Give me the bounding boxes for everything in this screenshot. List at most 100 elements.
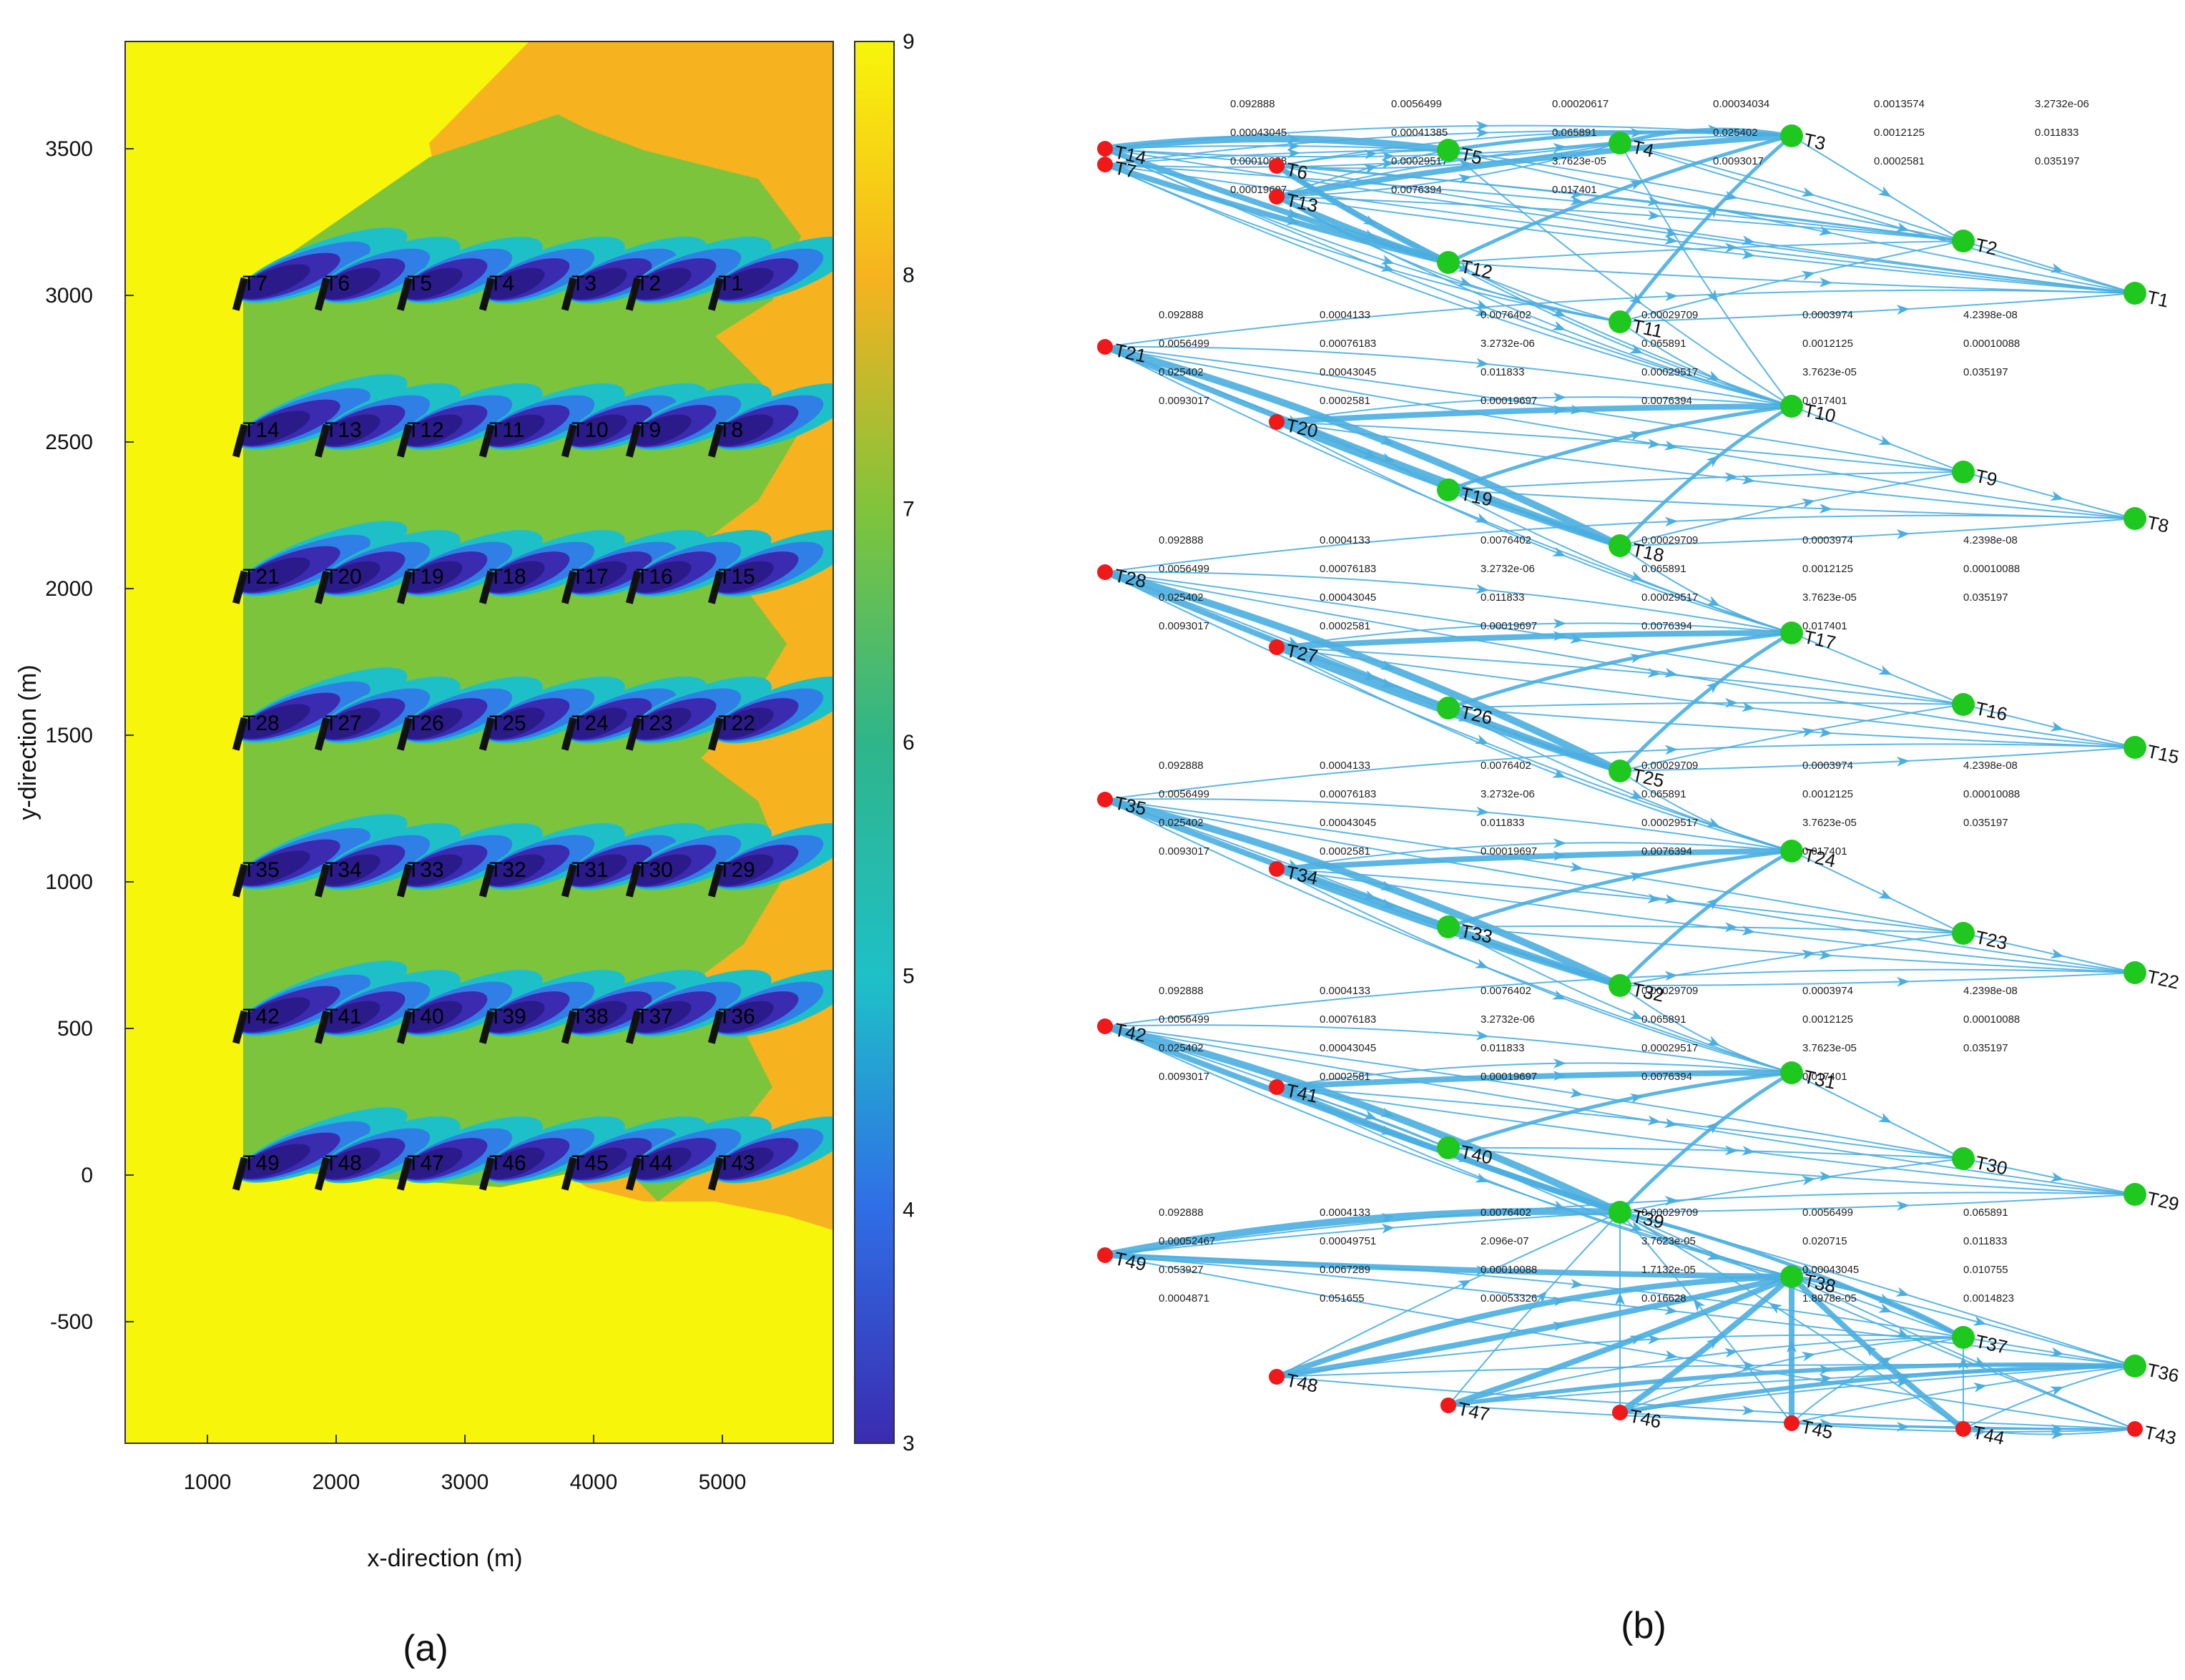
y-tick-label: 2500 — [45, 431, 93, 454]
edge-weight-label: 0.00076183 — [1320, 338, 1376, 350]
graph-node-t33: T33 — [1437, 915, 1494, 948]
edge-t26-t17 — [1448, 631, 1792, 710]
turbine-label: T40 — [407, 1005, 444, 1028]
edge-weight-label: 0.0056499 — [1159, 563, 1209, 575]
colorbar-tick-label: 5 — [903, 965, 915, 988]
wake-contour-3 — [403, 414, 463, 446]
node-marker — [1097, 792, 1113, 807]
edge-weight-label: 0.00029517 — [1391, 155, 1448, 167]
edge-arrowhead — [1742, 235, 1755, 245]
edge-t7-t10 — [1104, 164, 1792, 407]
edge-weight-label: 0.025402 — [1713, 127, 1758, 139]
edge-weight-label: 0.00034034 — [1713, 98, 1769, 110]
edge-t49-t39 — [1104, 1212, 1621, 1256]
turbine-label: T30 — [636, 858, 673, 882]
edge-weight-label: 0.0076394 — [1391, 184, 1442, 196]
panel-b: 0.092888 0.0056499 0.00020617 0.00034034 0.0… — [1097, 98, 2181, 1646]
turbine-wake-t47 — [401, 1116, 543, 1184]
edge-arrowhead — [1286, 207, 1300, 218]
edge-weight-label: 0.092888 — [1159, 985, 1204, 997]
edge-weight-label: 3.2732e-06 — [1481, 563, 1535, 575]
turbine-wake-t24 — [566, 676, 707, 744]
edge-weight-label: 0.011833 — [1481, 1042, 1524, 1054]
edge-arrowhead — [1363, 1110, 1378, 1120]
edge-arrowhead — [1742, 1360, 1755, 1371]
edge-arrowhead — [1724, 1347, 1738, 1358]
edge-weight-label: 0.065891 — [1641, 338, 1686, 350]
edge-arrowhead — [1819, 1373, 1832, 1384]
edge-arrowhead — [1801, 498, 1815, 509]
node-marker — [1952, 461, 1975, 483]
edge-weight-label: 0.035197 — [2035, 155, 2080, 167]
edge-t35-t15 — [1104, 743, 2136, 800]
turbine-wake-t45 — [566, 1116, 707, 1184]
turbine-wake-t30 — [630, 822, 772, 890]
edge-arrowhead — [2050, 722, 2064, 732]
wake-contour-3 — [320, 414, 380, 446]
edge-t13-t5 — [1276, 149, 1449, 197]
edge-weight-label: 0.00029517 — [1641, 817, 1698, 829]
edge-arrowhead — [1864, 1344, 1877, 1357]
graph-node-t43: T43 — [2127, 1421, 2178, 1449]
turbine-marker — [478, 863, 495, 898]
edge-weight-label: 0.00029517 — [1641, 591, 1698, 604]
edge-arrowhead — [1664, 971, 1678, 981]
edge-arrowhead — [1706, 205, 1719, 218]
edge-t7-t4 — [1104, 142, 1621, 168]
turbine-marker — [232, 863, 248, 898]
node-marker — [2123, 507, 2146, 530]
edge-t40-t29 — [1448, 1147, 2136, 1195]
wake-contour-3 — [485, 707, 545, 740]
turbine-label: T35 — [242, 858, 280, 882]
node-marker — [1609, 1201, 1631, 1224]
plot-frame — [124, 41, 834, 1444]
edge-t13-t3 — [1276, 134, 1792, 197]
node-label: T7 — [1112, 157, 1138, 182]
edge-t34-t24 — [1276, 848, 1792, 872]
edge-t18-t17 — [1619, 545, 1792, 634]
edge-weight-label: 0.00029709 — [1641, 1207, 1698, 1219]
edge-arrowhead — [1553, 152, 1566, 162]
edge-weight-label: 0.016628 — [1641, 1292, 1686, 1305]
edge-weight-label: 0.0002581 — [1320, 620, 1370, 632]
turbine-wake-t39 — [483, 969, 625, 1037]
edge-weight-label: 0.065891 — [1963, 1207, 2008, 1219]
edge-t28-t16 — [1104, 571, 1964, 705]
turbine-marker — [314, 277, 330, 311]
edge-weight-label: 4.2398e-08 — [1963, 985, 2018, 997]
turbine-label: T9 — [636, 418, 661, 442]
edge-arrowhead — [1629, 293, 1643, 305]
node-marker — [2123, 1183, 2146, 1206]
turbine-marker — [396, 1156, 413, 1191]
turbine-label: T43 — [718, 1151, 755, 1175]
edge-t13-t1 — [1276, 196, 2136, 294]
node-label: T15 — [2145, 740, 2181, 768]
y-axis-title: y-direction (m) — [14, 664, 41, 820]
edge-t34-t22 — [1276, 868, 2136, 973]
turbine-marker — [478, 1156, 495, 1191]
turbine-wake-t44 — [630, 1116, 772, 1184]
wake-contour-3 — [567, 1147, 627, 1179]
turbine-wake-t43 — [712, 1116, 833, 1184]
turbine-wake-t10 — [566, 383, 707, 451]
x-tick-label: 2000 — [313, 1470, 360, 1494]
node-marker — [1097, 1018, 1113, 1034]
edge-arrowhead — [1664, 291, 1678, 302]
edge-weight-label: 0.00043045 — [1320, 591, 1376, 604]
edge-arrowhead — [2050, 262, 2064, 273]
edge-t23-t22 — [1963, 933, 2136, 973]
edge-arrowhead — [1629, 180, 1644, 190]
turbine-label: T45 — [571, 1151, 609, 1175]
edge-arrowhead — [1819, 1365, 1832, 1375]
node-marker — [1269, 158, 1285, 174]
colorbar-ticks: 9 8 7 6 5 4 3 — [903, 30, 915, 1455]
node-marker — [1097, 157, 1113, 172]
turbine-wake-t46 — [483, 1116, 625, 1184]
node-label: T16 — [1973, 697, 2009, 725]
edge-t35-t32 — [1104, 796, 1622, 989]
panel-a-label: (a) — [403, 1628, 448, 1669]
edge-arrowhead — [1458, 276, 1472, 286]
turbine-label: T14 — [242, 418, 280, 442]
y-tick-label: 500 — [57, 1017, 93, 1041]
edge-weight-label: 0.0056499 — [1159, 788, 1209, 800]
